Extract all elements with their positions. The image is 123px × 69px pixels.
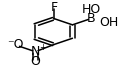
Text: HO: HO [81, 3, 101, 16]
Text: O: O [31, 55, 40, 68]
Text: OH: OH [99, 16, 118, 29]
Text: N: N [31, 45, 40, 58]
Text: F: F [50, 1, 57, 14]
Text: +: + [39, 43, 46, 52]
Text: ⁻O: ⁻O [7, 39, 23, 51]
Text: B: B [87, 12, 95, 25]
